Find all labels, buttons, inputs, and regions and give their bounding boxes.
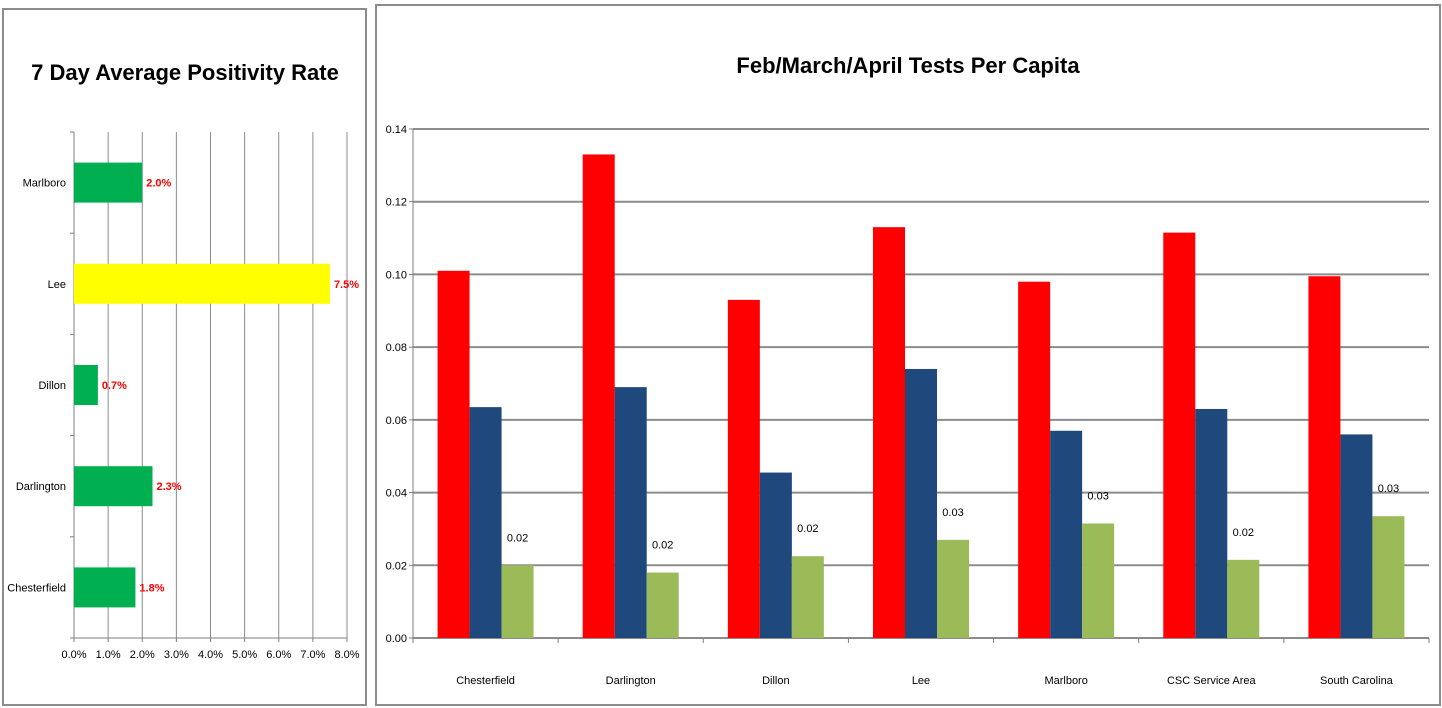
bar bbox=[1372, 516, 1405, 638]
bar bbox=[1308, 276, 1341, 638]
bar bbox=[469, 407, 502, 638]
x-tick-label: 5.0% bbox=[232, 649, 257, 661]
bar bbox=[74, 466, 153, 507]
data-label: 2.0% bbox=[146, 178, 171, 190]
data-label: 0.7% bbox=[102, 380, 127, 392]
data-label: 0.02 bbox=[652, 540, 673, 552]
bar bbox=[1163, 232, 1196, 638]
category-label: Marlboro bbox=[1044, 675, 1087, 687]
y-tick-label: 0.02 bbox=[386, 560, 407, 572]
positivity-chart: 7 Day Average Positivity Rate 0.0% 1.0% 2.0… bbox=[7, 60, 359, 661]
bar bbox=[74, 263, 330, 304]
bar bbox=[646, 572, 679, 638]
tests-per-capita-chart: Feb/March/April Tests Per Capita 0.00 0.02… bbox=[386, 53, 1430, 687]
bar bbox=[727, 299, 760, 638]
data-label: 0.02 bbox=[797, 523, 818, 535]
chart-title: 7 Day Average Positivity Rate bbox=[31, 60, 339, 85]
bar bbox=[582, 154, 615, 638]
category-label: South Carolina bbox=[1320, 675, 1394, 687]
category-label: Lee bbox=[48, 279, 66, 291]
data-label: 0.02 bbox=[507, 532, 528, 544]
y-tick-label: 0.08 bbox=[386, 342, 407, 354]
bar bbox=[1018, 281, 1051, 638]
data-label: 2.3% bbox=[156, 481, 181, 493]
x-tick-label: 2.0% bbox=[130, 649, 155, 661]
x-tick-label: 3.0% bbox=[164, 649, 189, 661]
x-tick-label: 7.0% bbox=[300, 649, 325, 661]
category-label: Chesterfield bbox=[7, 582, 66, 594]
bar bbox=[1227, 559, 1260, 638]
category-label: Dillon bbox=[38, 380, 66, 392]
y-tick-label: 0.00 bbox=[386, 633, 407, 645]
bar bbox=[74, 567, 136, 608]
x-tick-label: 4.0% bbox=[198, 649, 223, 661]
bar bbox=[1050, 430, 1083, 638]
y-tick-label: 0.04 bbox=[386, 488, 407, 500]
y-tick-label: 0.06 bbox=[386, 415, 407, 427]
bar bbox=[873, 227, 905, 638]
bar bbox=[937, 539, 969, 638]
bar bbox=[1340, 434, 1373, 638]
bar bbox=[74, 365, 98, 405]
bar bbox=[437, 270, 470, 638]
category-label: Darlington bbox=[16, 481, 66, 493]
data-label: 0.02 bbox=[1233, 527, 1254, 539]
y-tick-label: 0.12 bbox=[386, 197, 407, 209]
bar bbox=[614, 387, 647, 638]
data-label: 0.03 bbox=[1378, 483, 1399, 495]
data-label: 0.03 bbox=[1087, 490, 1108, 502]
category-label: Darlington bbox=[606, 675, 656, 687]
x-tick-label: 1.0% bbox=[96, 649, 121, 661]
chart-title: Feb/March/April Tests Per Capita bbox=[736, 53, 1080, 78]
y-tick-label: 0.10 bbox=[386, 269, 407, 281]
bar bbox=[501, 565, 534, 638]
bar bbox=[759, 472, 792, 638]
bar bbox=[1082, 523, 1115, 638]
category-label: Lee bbox=[912, 675, 930, 687]
bar bbox=[791, 556, 824, 638]
bar bbox=[1195, 408, 1228, 638]
data-label: 0.03 bbox=[942, 507, 963, 519]
category-label: Dillon bbox=[762, 675, 790, 687]
y-tick-label: 0.14 bbox=[386, 124, 407, 136]
data-label: 1.8% bbox=[139, 582, 164, 594]
bar bbox=[905, 368, 937, 638]
data-label: 7.5% bbox=[334, 279, 359, 291]
category-label: Marlboro bbox=[23, 178, 66, 190]
x-tick-label: 8.0% bbox=[334, 649, 359, 661]
category-label: CSC Service Area bbox=[1167, 675, 1257, 687]
category-label: Chesterfield bbox=[456, 675, 515, 687]
bar bbox=[74, 162, 143, 203]
x-tick-label: 6.0% bbox=[266, 649, 291, 661]
positivity-chart-panel: 7 Day Average Positivity Rate 0.0% 1.0% 2.0… bbox=[2, 8, 367, 706]
tests-per-capita-chart-panel: Feb/March/April Tests Per Capita 0.00 0.02… bbox=[375, 4, 1441, 706]
x-tick-label: 0.0% bbox=[61, 649, 86, 661]
